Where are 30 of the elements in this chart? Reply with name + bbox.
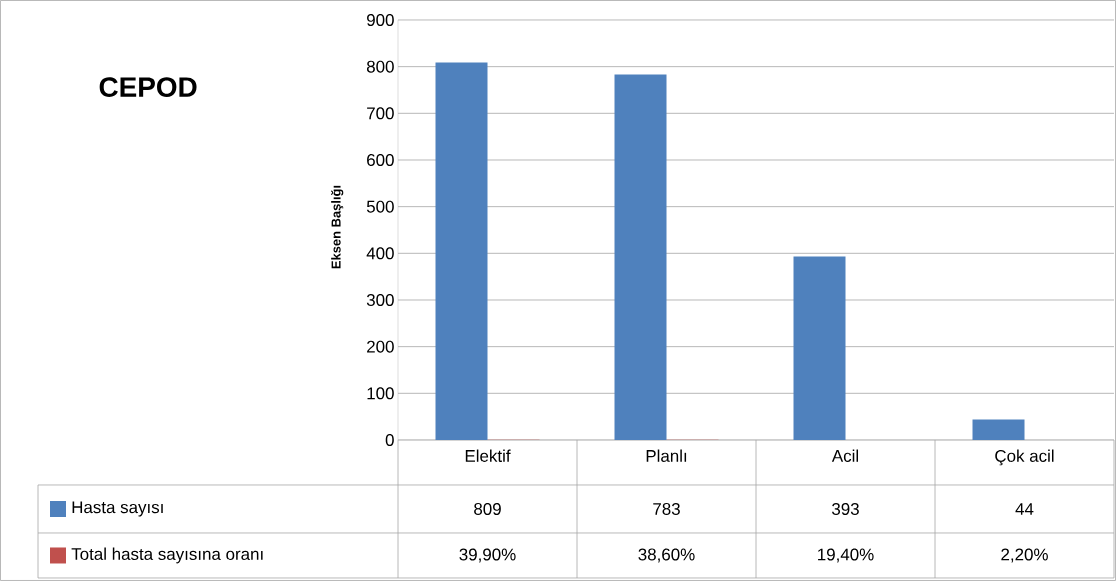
y-tick-label: 200 bbox=[367, 340, 394, 353]
y-tick-label: 600 bbox=[367, 153, 394, 166]
data-label: 2,20% bbox=[1001, 548, 1048, 563]
bar bbox=[614, 74, 667, 440]
y-tick-label: 700 bbox=[367, 107, 394, 120]
data-label: 809 bbox=[474, 502, 501, 515]
data-label: 19,40% bbox=[818, 548, 874, 563]
y-tick-label: 400 bbox=[366, 247, 394, 260]
y-tick-label: 300 bbox=[366, 293, 394, 306]
text: CEPOD bbox=[99, 77, 197, 97]
data-label: 44 bbox=[1015, 503, 1034, 515]
bar bbox=[972, 419, 1025, 440]
y-tick-label: 0 bbox=[385, 433, 394, 446]
legend-label: Hasta sayısı bbox=[72, 501, 163, 517]
x-tick-label: Acil bbox=[831, 449, 859, 462]
x-tick-label: Elektif bbox=[465, 449, 511, 462]
x-tick-label: Planlı bbox=[646, 449, 687, 462]
y-tick-label: 800 bbox=[366, 60, 394, 73]
data-label: 38,60% bbox=[638, 548, 695, 563]
bar bbox=[435, 62, 488, 440]
data-label: 393 bbox=[832, 502, 859, 515]
y-tick-label: 500 bbox=[366, 200, 394, 213]
y-tick-label: 900 bbox=[367, 13, 394, 26]
x-tick-label: Çok acil bbox=[995, 449, 1054, 466]
y-tick-label: 100 bbox=[367, 387, 394, 400]
bar bbox=[793, 256, 846, 440]
legend-label: Total hasta sayısına oranı bbox=[71, 547, 263, 564]
data-label: 39,90% bbox=[459, 548, 516, 563]
data-label: 783 bbox=[653, 502, 680, 515]
y-axis-title: Eksen Başlığı bbox=[331, 185, 344, 269]
